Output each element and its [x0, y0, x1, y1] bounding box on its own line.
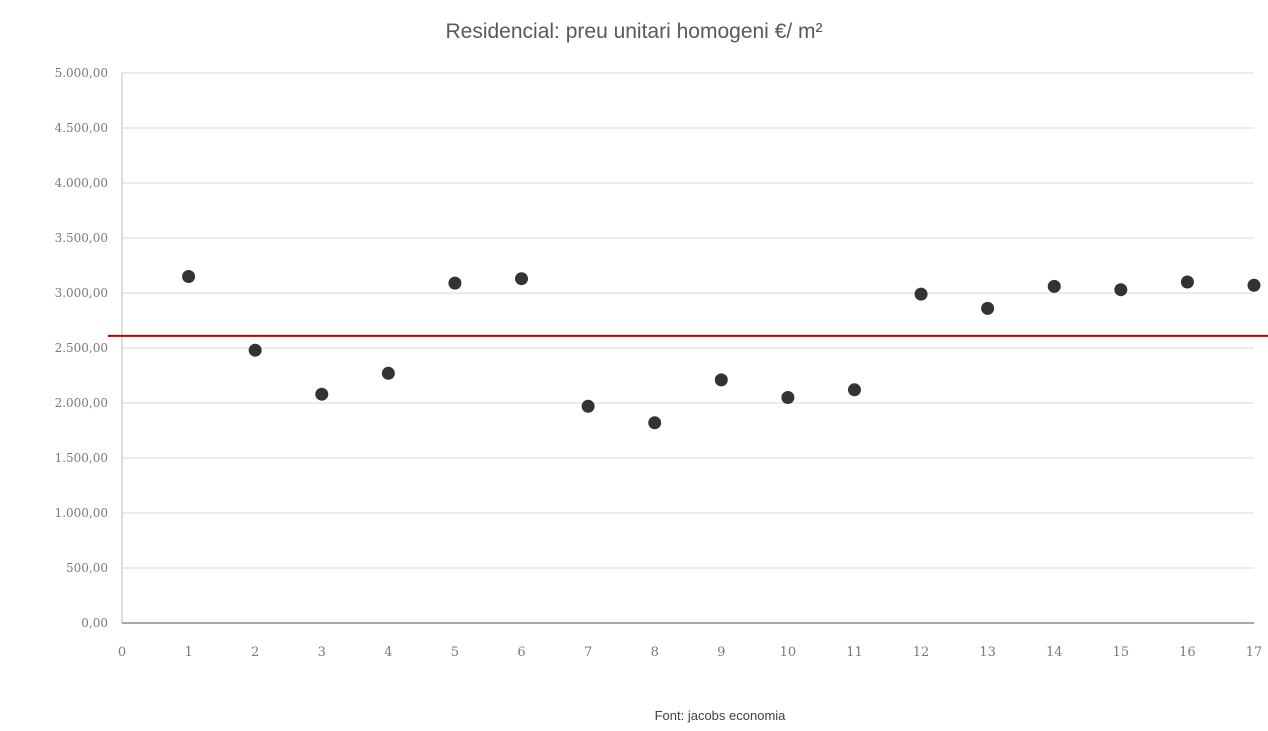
- data-point: [448, 276, 462, 290]
- data-point: [515, 272, 529, 286]
- x-tick-label: 10: [780, 645, 797, 660]
- y-tick-labels: 0,00 500,00 1.000,00 1.500,00 2.000,00 2.500,…: [55, 66, 108, 630]
- y-tick-label: 2.500,00: [55, 341, 108, 355]
- y-tick-label: 3.500,00: [55, 231, 108, 245]
- x-tick-label: 15: [1113, 645, 1130, 660]
- y-tick-label: 2.000,00: [55, 396, 108, 410]
- x-tick-label: 2: [251, 645, 259, 660]
- y-tick-label: 4.000,00: [55, 176, 108, 190]
- data-point: [781, 391, 795, 404]
- data-point: [648, 416, 662, 430]
- y-tick-label: 4.500,00: [55, 121, 108, 135]
- data-point: [248, 343, 262, 357]
- data-point: [914, 287, 928, 301]
- x-tick-label: 14: [1046, 645, 1063, 660]
- y-tick-label: 1.500,00: [55, 451, 108, 465]
- x-tick-label: 6: [517, 645, 525, 660]
- x-tick-label: 4: [384, 645, 392, 660]
- data-point: [182, 270, 196, 283]
- x-tick-label: 11: [846, 645, 863, 660]
- x-tick-label: 9: [717, 645, 725, 660]
- data-points: [182, 270, 1261, 430]
- gridlines: [122, 72, 1254, 569]
- y-tick-label: 500,00: [66, 561, 108, 575]
- data-point: [1047, 279, 1061, 293]
- x-tick-label: 0: [118, 645, 126, 660]
- chart-title: Residencial: preu unitari homogeni €/ m²: [445, 20, 823, 43]
- x-tick-label: 1: [184, 645, 192, 660]
- data-point: [315, 387, 329, 401]
- data-point: [714, 373, 728, 387]
- y-tick-label: 3.000,00: [55, 286, 108, 300]
- x-tick-label: 7: [584, 645, 592, 660]
- y-tick-label: 0,00: [81, 616, 108, 630]
- data-point: [1180, 275, 1194, 289]
- data-point: [1114, 283, 1128, 297]
- axes: [121, 73, 1254, 624]
- x-tick-label: 17: [1246, 645, 1263, 660]
- data-point: [381, 366, 395, 380]
- data-point: [981, 301, 995, 315]
- source-note: Font: jacobs economia: [654, 708, 786, 723]
- y-tick-label: 5.000,00: [55, 66, 108, 80]
- x-tick-label: 5: [451, 645, 459, 660]
- data-point: [581, 399, 595, 413]
- x-tick-label: 8: [651, 645, 659, 660]
- x-tick-label: 13: [979, 645, 996, 660]
- x-tick-label: 16: [1179, 645, 1196, 660]
- y-tick-label: 1.000,00: [55, 506, 108, 520]
- data-point: [847, 383, 861, 397]
- x-tick-labels: 0 1 2 3 4 5 6 7 8 9 10 11 12 13 14 15 16 17: [118, 645, 1262, 660]
- x-tick-label: 12: [913, 645, 930, 660]
- x-tick-label: 3: [318, 645, 326, 660]
- data-point: [1247, 278, 1261, 292]
